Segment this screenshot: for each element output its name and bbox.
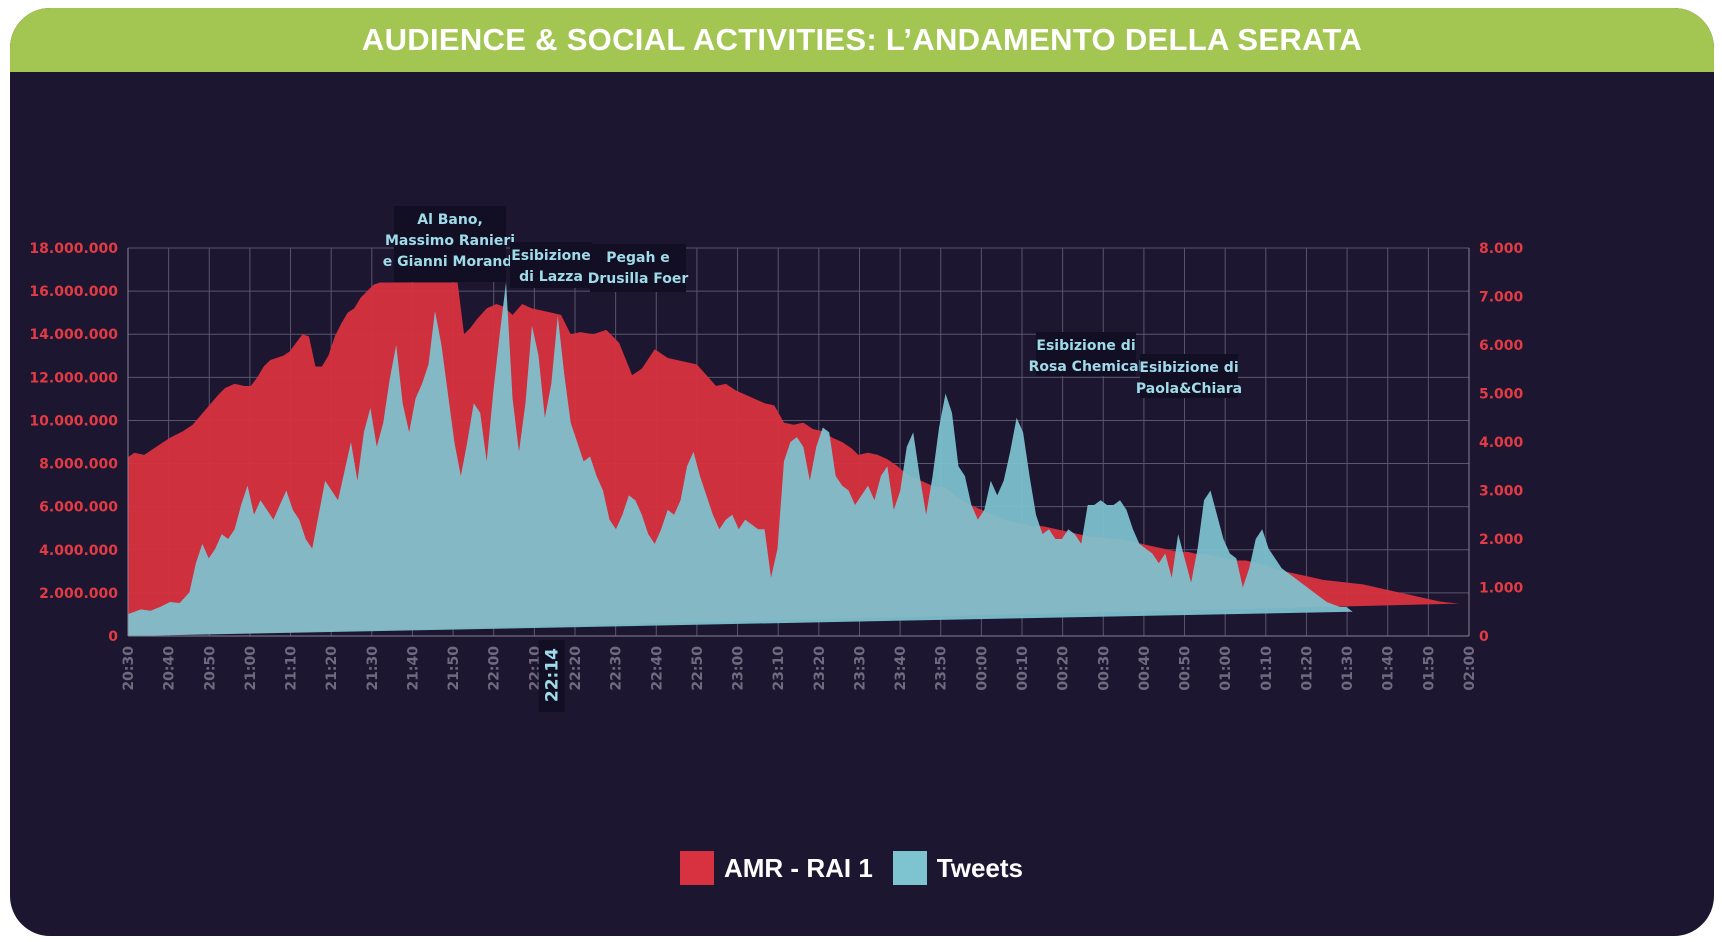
annotation-pegah: Pegah e Drusilla Foer [588, 244, 689, 292]
x-tick-label: 21:30 [365, 646, 381, 691]
x-tick-label: 23:50 [934, 646, 950, 691]
x-tick-label: 01:40 [1381, 646, 1397, 691]
legend-label-tweets: Tweets [936, 852, 1023, 883]
x-tick-label: 01:20 [1299, 646, 1315, 691]
legend-label-amr: AMR - RAI 1 [724, 852, 873, 883]
annotation-rosa: Esibizione di Rosa Chemical [1029, 332, 1144, 376]
y-right-tick-label: 8.000 [1479, 241, 1524, 257]
annotation-text-line: Esibizione di [1139, 360, 1238, 376]
annotation-box [510, 242, 592, 288]
annotation-albano: Al Bano, Massimo Ranieri e Gianni Morandi [383, 206, 517, 282]
annotation-lazza: Esibizione di Lazza [510, 242, 592, 288]
y-right-tick-label: 0 [1479, 629, 1489, 645]
y-right-tick-label: 3.000 [1479, 484, 1524, 500]
x-tick-label: 21:20 [324, 646, 340, 691]
x-tick-label: 01:30 [1340, 646, 1356, 691]
x-tick-label: 20:40 [162, 646, 178, 691]
annotation-text-line: e Gianni Morandi [383, 254, 517, 270]
x-tick-label: 00:40 [1137, 646, 1153, 691]
legend-swatch-tweets [892, 851, 927, 885]
x-tick-label: 23:30 [852, 646, 868, 691]
annotation-paola: Esibizione di Paola&Chiara [1136, 354, 1242, 398]
annotation-text-line: Paola&Chiara [1136, 381, 1242, 397]
y-right-tick-label: 1.000 [1479, 581, 1524, 597]
x-tick-label: 22:40 [649, 646, 665, 691]
y-left-tick-label: 16.000.000 [29, 284, 118, 300]
x-tick-label: 23:40 [893, 646, 909, 691]
x-tick-label: 23:10 [771, 646, 787, 691]
y-left-tick-label: 12.000.000 [29, 370, 118, 386]
x-tick-label: 01:00 [1218, 646, 1234, 691]
annotation-text-line: Massimo Ranieri [385, 233, 515, 249]
y-right-tick-label: 2.000 [1479, 532, 1524, 548]
annotation-text-line: Drusilla Foer [588, 271, 689, 287]
annotation-text-line: Pegah e [606, 250, 670, 266]
y-right-tick-label: 4.000 [1479, 435, 1524, 451]
x-tick-label: 22:20 [568, 646, 584, 691]
x-tick-label: 21:50 [446, 646, 462, 691]
y-right-tick-label: 6.000 [1479, 338, 1524, 354]
annotation-box [590, 244, 686, 292]
legend-swatch-amr [680, 851, 714, 885]
series-area-tweets [128, 281, 1353, 636]
annotation-text-line: Rosa Chemical [1029, 359, 1144, 375]
y-left-tick-label: 14.000.000 [29, 327, 118, 343]
legend-item-tweets: Tweets [892, 851, 1023, 885]
x-tick-label: 00:30 [1096, 646, 1112, 691]
y-left-tick-label: 18.000.000 [29, 241, 118, 257]
annotation-text-line: Esibizione di [1036, 338, 1135, 354]
y-left-tick-label: 4.000.000 [39, 543, 118, 559]
x-tick-label: 21:40 [405, 646, 421, 691]
x-tick-label: 00:10 [1015, 646, 1031, 691]
legend: AMR - RAI 1 Tweets [680, 848, 1043, 888]
y-left-tick-label: 8.000.000 [39, 457, 118, 473]
annotation-box [1036, 332, 1136, 376]
x-tick-label: 21:10 [284, 646, 300, 691]
series-areas [128, 281, 1460, 636]
legend-item-amr: AMR - RAI 1 [680, 851, 873, 885]
x-tick-label: 21:00 [243, 646, 259, 691]
annotation-text-line: Esibizione [511, 248, 591, 264]
x-tick-label: 22:30 [609, 646, 625, 691]
x-tick-label: 20:30 [121, 646, 137, 691]
y-left-tick-label: 6.000.000 [39, 500, 118, 516]
annotation-text-line: di Lazza [519, 269, 583, 285]
y-left-tick-label: 10.000.000 [29, 413, 118, 429]
x-tick-label: 23:20 [812, 646, 828, 691]
x-tick-label: 01:10 [1259, 646, 1275, 691]
time-marker-label: 22:14 [543, 648, 563, 702]
x-tick-label: 23:00 [731, 646, 747, 691]
x-tick-label: 20:50 [202, 646, 218, 691]
time-marker-bg [538, 640, 565, 712]
y-right-tick-label: 7.000 [1479, 290, 1524, 306]
x-tick-label: 00:00 [974, 646, 990, 691]
annotation-box [394, 206, 506, 282]
annotations: 22:14 Al Bano, Massimo Ranieri e Gianni Mor… [383, 206, 1242, 712]
y-right-tick-label: 5.000 [1479, 387, 1524, 403]
x-tick-label: 02:00 [1462, 646, 1478, 691]
axes: 0 2.000.000 4.000.000 6.000.000 8.000.000 10.… [29, 241, 1523, 691]
x-tick-label: 00:50 [1178, 646, 1194, 691]
annotation-box [1140, 354, 1238, 398]
y-left-tick-label: 2.000.000 [39, 586, 118, 602]
y-left-tick-label: 0 [108, 629, 118, 645]
page-title: AUDIENCE & SOCIAL ACTIVITIES: L’ANDAMENT… [361, 22, 1363, 57]
title-banner: AUDIENCE & SOCIAL ACTIVITIES: L’ANDAMENT… [10, 8, 1714, 72]
x-tick-label: 01:50 [1421, 646, 1437, 691]
x-tick-label: 22:50 [690, 646, 706, 691]
x-tick-label: 22:00 [487, 646, 503, 691]
x-tick-label: 00:20 [1056, 646, 1072, 691]
annotation-text-line: Al Bano, [417, 212, 483, 228]
